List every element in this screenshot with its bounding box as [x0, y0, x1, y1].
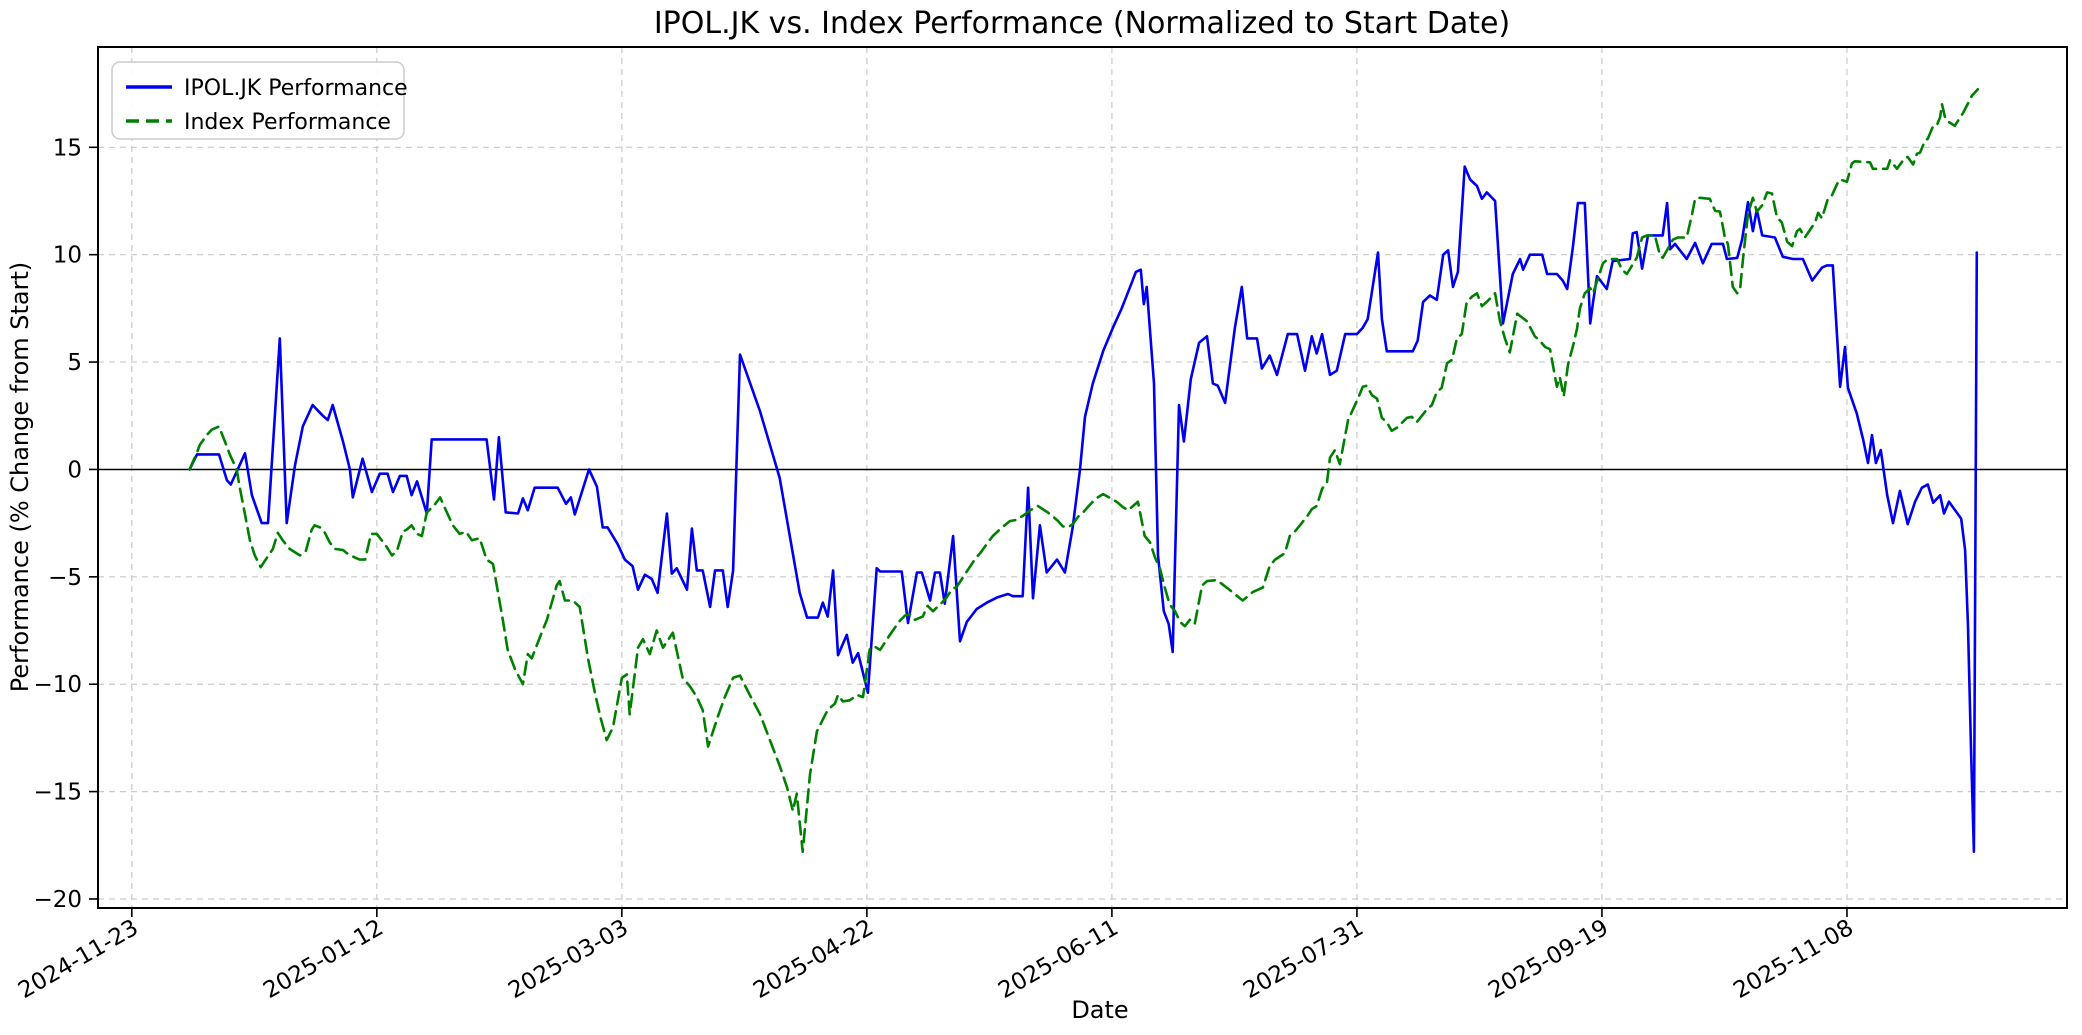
x-tick-label: 2025-01-12	[259, 915, 388, 1004]
index-series-line	[188, 88, 1980, 854]
y-tick-label: −15	[33, 780, 82, 806]
x-tick-label: 2025-04-22	[749, 915, 878, 1004]
y-axis-label: Performance (% Change from Start)	[6, 262, 34, 693]
x-tick-label: 2025-06-11	[994, 915, 1123, 1004]
y-tick-label: 15	[53, 135, 82, 161]
y-tick-label: 0	[67, 457, 82, 483]
legend-box	[111, 61, 405, 140]
y-tick-label: −5	[48, 565, 82, 591]
plot-border	[97, 46, 2068, 909]
y-tick-label: −20	[33, 887, 82, 913]
x-tick-label: 2025-03-03	[504, 915, 633, 1004]
y-tick-label: 10	[53, 243, 82, 269]
grid-lines	[98, 47, 2067, 908]
axis-ticks: 2024-11-23 2025-01-12 2025-03-03 2025-04-22…	[14, 135, 1858, 1004]
legend-label-ipol: IPOL.JK Performance	[184, 76, 408, 101]
y-tick-label: −10	[33, 672, 82, 698]
x-tick-label: 2025-11-08	[1729, 915, 1858, 1004]
legend: IPOL.JK Performance Index Performance	[111, 61, 408, 140]
legend-label-index: Index Performance	[184, 110, 391, 135]
y-tick-label: 5	[67, 350, 82, 376]
data-series	[188, 88, 1980, 854]
x-axis-label: Date	[1071, 996, 1128, 1024]
x-tick-label: 2024-11-23	[14, 915, 143, 1004]
x-tick-label: 2025-07-31	[1239, 915, 1368, 1004]
chart-title: IPOL.JK vs. Index Performance (Normalize…	[654, 6, 1510, 41]
ipol-series-line	[188, 165, 1979, 854]
x-tick-label: 2025-09-19	[1484, 915, 1613, 1004]
